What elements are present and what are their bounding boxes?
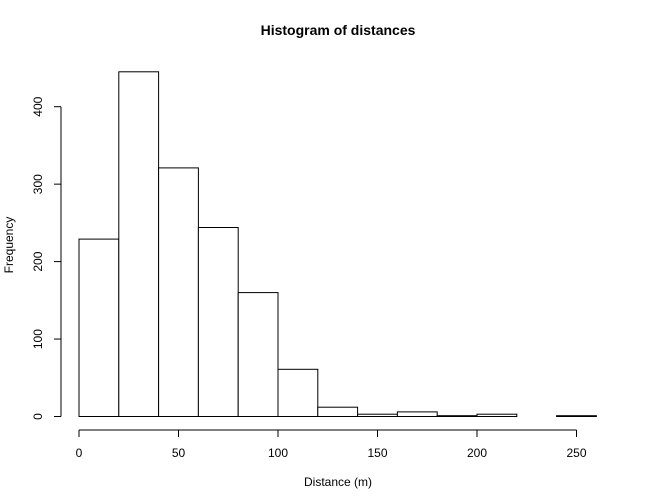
histogram-bar-0 xyxy=(78,238,120,417)
bars-group xyxy=(78,71,597,418)
x-axis: 0 50 100 150 200 250 xyxy=(76,429,587,460)
histogram-bar-8 xyxy=(396,411,438,417)
histogram-bar-7 xyxy=(357,413,398,418)
histogram-bar-9 xyxy=(436,415,478,418)
x-tick-label: 200 xyxy=(467,446,487,460)
histogram-bar-6 xyxy=(317,406,359,418)
x-tick-label: 0 xyxy=(76,446,83,460)
x-tick-label: 100 xyxy=(268,446,288,460)
x-tick-label: 250 xyxy=(566,446,586,460)
y-tick-label: 0 xyxy=(31,413,45,420)
y-axis: 0 100 200 300 400 xyxy=(31,96,62,420)
y-tick-label: 200 xyxy=(31,251,45,271)
chart-title: Histogram of distances xyxy=(261,22,416,38)
y-tick-label: 300 xyxy=(31,174,45,194)
histogram-bar-5 xyxy=(277,368,319,417)
y-axis-label: Frequency xyxy=(2,217,16,274)
histogram-bar-3 xyxy=(197,227,239,417)
histogram-bar-1 xyxy=(118,71,160,418)
histogram-bar-10 xyxy=(476,413,518,418)
x-axis-label: Distance (m) xyxy=(304,475,372,489)
histogram-bar-4 xyxy=(237,292,279,418)
x-tick-label: 150 xyxy=(367,446,387,460)
x-tick-label: 50 xyxy=(172,446,186,460)
histogram-bar-12 xyxy=(556,415,597,418)
y-tick-label: 400 xyxy=(31,96,45,116)
y-tick-label: 100 xyxy=(31,329,45,349)
histogram-bar-2 xyxy=(158,167,199,417)
